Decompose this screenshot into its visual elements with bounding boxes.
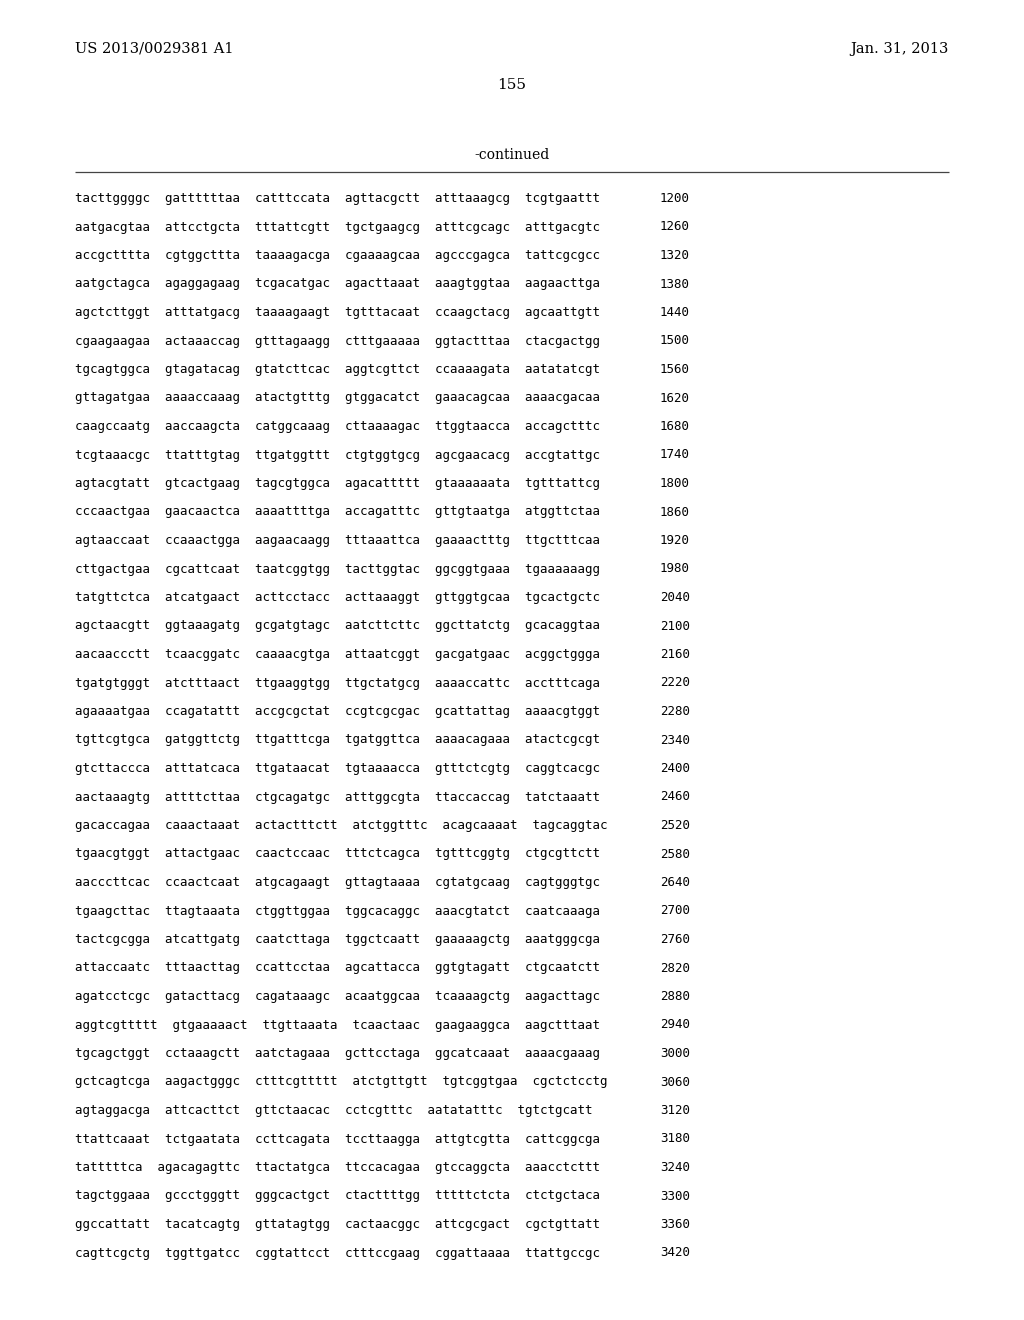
Text: 1440: 1440 <box>660 306 690 319</box>
Text: 2100: 2100 <box>660 619 690 632</box>
Text: 2160: 2160 <box>660 648 690 661</box>
Text: gacaccagaa  caaactaaat  actactttctt  atctggtttc  acagcaaaat  tagcaggtac: gacaccagaa caaactaaat actactttctt atctgg… <box>75 818 607 832</box>
Text: 1800: 1800 <box>660 477 690 490</box>
Text: tatttttca  agacagagttc  ttactatgca  ttccacagaa  gtccaggcta  aaacctcttt: tatttttca agacagagttc ttactatgca ttccaca… <box>75 1162 600 1173</box>
Text: 1560: 1560 <box>660 363 690 376</box>
Text: US 2013/0029381 A1: US 2013/0029381 A1 <box>75 42 233 55</box>
Text: tgatgtgggt  atctttaact  ttgaaggtgg  ttgctatgcg  aaaaccattc  acctttcaga: tgatgtgggt atctttaact ttgaaggtgg ttgctat… <box>75 676 600 689</box>
Text: 2940: 2940 <box>660 1019 690 1031</box>
Text: gctcagtcga  aagactgggc  ctttcgttttt  atctgttgtt  tgtcggtgaa  cgctctcctg: gctcagtcga aagactgggc ctttcgttttt atctgt… <box>75 1076 607 1089</box>
Text: attaccaatc  tttaacttag  ccattcctaa  agcattacca  ggtgtagatt  ctgcaatctt: attaccaatc tttaacttag ccattcctaa agcatta… <box>75 961 600 974</box>
Text: accgctttta  cgtggcttta  taaaagacga  cgaaaagcaa  agcccgagca  tattcgcgcc: accgctttta cgtggcttta taaaagacga cgaaaag… <box>75 249 600 261</box>
Text: agctcttggt  atttatgacg  taaaagaagt  tgtttacaat  ccaagctacg  agcaattgtt: agctcttggt atttatgacg taaaagaagt tgtttac… <box>75 306 600 319</box>
Text: aactaaagtg  attttcttaa  ctgcagatgc  atttggcgta  ttaccaccag  tatctaaatt: aactaaagtg attttcttaa ctgcagatgc atttggc… <box>75 791 600 804</box>
Text: 3000: 3000 <box>660 1047 690 1060</box>
Text: 1920: 1920 <box>660 535 690 546</box>
Text: tgcagtggca  gtagatacag  gtatcttcac  aggtcgttct  ccaaaagata  aatatatcgt: tgcagtggca gtagatacag gtatcttcac aggtcgt… <box>75 363 600 376</box>
Text: tcgtaaacgc  ttatttgtag  ttgatggttt  ctgtggtgcg  agcgaacacg  accgtattgc: tcgtaaacgc ttatttgtag ttgatggttt ctgtggt… <box>75 449 600 462</box>
Text: 1740: 1740 <box>660 449 690 462</box>
Text: agtacgtatt  gtcactgaag  tagcgtggca  agacattttt  gtaaaaaata  tgtttattcg: agtacgtatt gtcactgaag tagcgtggca agacatt… <box>75 477 600 490</box>
Text: 2280: 2280 <box>660 705 690 718</box>
Text: 2760: 2760 <box>660 933 690 946</box>
Text: 2220: 2220 <box>660 676 690 689</box>
Text: -continued: -continued <box>474 148 550 162</box>
Text: 2700: 2700 <box>660 904 690 917</box>
Text: 2880: 2880 <box>660 990 690 1003</box>
Text: 2460: 2460 <box>660 791 690 804</box>
Text: 2640: 2640 <box>660 876 690 888</box>
Text: agatcctcgc  gatacttacg  cagataaagc  acaatggcaa  tcaaaagctg  aagacttagc: agatcctcgc gatacttacg cagataaagc acaatgg… <box>75 990 600 1003</box>
Text: 1860: 1860 <box>660 506 690 519</box>
Text: tgcagctggt  cctaaagctt  aatctagaaa  gcttcctaga  ggcatcaaat  aaaacgaaag: tgcagctggt cctaaagctt aatctagaaa gcttcct… <box>75 1047 600 1060</box>
Text: 3420: 3420 <box>660 1246 690 1259</box>
Text: 1260: 1260 <box>660 220 690 234</box>
Text: agctaacgtt  ggtaaagatg  gcgatgtagc  aatcttcttc  ggcttatctg  gcacaggtaa: agctaacgtt ggtaaagatg gcgatgtagc aatcttc… <box>75 619 600 632</box>
Text: 1680: 1680 <box>660 420 690 433</box>
Text: cagttcgctg  tggttgatcc  cggtattcct  ctttccgaag  cggattaaaa  ttattgccgc: cagttcgctg tggttgatcc cggtattcct ctttccg… <box>75 1246 600 1259</box>
Text: tactcgcgga  atcattgatg  caatcttaga  tggctcaatt  gaaaaagctg  aaatgggcga: tactcgcgga atcattgatg caatcttaga tggctca… <box>75 933 600 946</box>
Text: 2340: 2340 <box>660 734 690 747</box>
Text: tgaagcttac  ttagtaaata  ctggttggaa  tggcacaggc  aaacgtatct  caatcaaaga: tgaagcttac ttagtaaata ctggttggaa tggcaca… <box>75 904 600 917</box>
Text: 2580: 2580 <box>660 847 690 861</box>
Text: tagctggaaa  gccctgggtt  gggcactgct  ctacttttgg  tttttctcta  ctctgctaca: tagctggaaa gccctgggtt gggcactgct ctacttt… <box>75 1189 600 1203</box>
Text: 2400: 2400 <box>660 762 690 775</box>
Text: 2820: 2820 <box>660 961 690 974</box>
Text: 1620: 1620 <box>660 392 690 404</box>
Text: ttattcaaat  tctgaatata  ccttcagata  tccttaagga  attgtcgtta  cattcggcga: ttattcaaat tctgaatata ccttcagata tccttaa… <box>75 1133 600 1146</box>
Text: 1980: 1980 <box>660 562 690 576</box>
Text: 1320: 1320 <box>660 249 690 261</box>
Text: 2040: 2040 <box>660 591 690 605</box>
Text: 3360: 3360 <box>660 1218 690 1232</box>
Text: aacaaccctt  tcaacggatc  caaaacgtga  attaatcggt  gacgatgaac  acggctggga: aacaaccctt tcaacggatc caaaacgtga attaatc… <box>75 648 600 661</box>
Text: tatgttctca  atcatgaact  acttcctacc  acttaaaggt  gttggtgcaa  tgcactgctc: tatgttctca atcatgaact acttcctacc acttaaa… <box>75 591 600 605</box>
Text: cccaactgaa  gaacaactca  aaaattttga  accagatttc  gttgtaatga  atggttctaa: cccaactgaa gaacaactca aaaattttga accagat… <box>75 506 600 519</box>
Text: aggtcgttttt  gtgaaaaact  ttgttaaata  tcaactaac  gaagaaggca  aagctttaat: aggtcgttttt gtgaaaaact ttgttaaata tcaact… <box>75 1019 600 1031</box>
Text: cgaagaagaa  actaaaccag  gtttagaagg  ctttgaaaaa  ggtactttaa  ctacgactgg: cgaagaagaa actaaaccag gtttagaagg ctttgaa… <box>75 334 600 347</box>
Text: aatgacgtaa  attcctgcta  tttattcgtt  tgctgaagcg  atttcgcagc  atttgacgtc: aatgacgtaa attcctgcta tttattcgtt tgctgaa… <box>75 220 600 234</box>
Text: 3180: 3180 <box>660 1133 690 1146</box>
Text: Jan. 31, 2013: Jan. 31, 2013 <box>851 42 949 55</box>
Text: 1380: 1380 <box>660 277 690 290</box>
Text: 2520: 2520 <box>660 818 690 832</box>
Text: tgaacgtggt  attactgaac  caactccaac  tttctcagca  tgtttcggtg  ctgcgttctt: tgaacgtggt attactgaac caactccaac tttctca… <box>75 847 600 861</box>
Text: 3300: 3300 <box>660 1189 690 1203</box>
Text: aatgctagca  agaggagaag  tcgacatgac  agacttaaat  aaagtggtaa  aagaacttga: aatgctagca agaggagaag tcgacatgac agactta… <box>75 277 600 290</box>
Text: aacccttcac  ccaactcaat  atgcagaagt  gttagtaaaa  cgtatgcaag  cagtgggtgc: aacccttcac ccaactcaat atgcagaagt gttagta… <box>75 876 600 888</box>
Text: cttgactgaa  cgcattcaat  taatcggtgg  tacttggtac  ggcggtgaaa  tgaaaaaagg: cttgactgaa cgcattcaat taatcggtgg tacttgg… <box>75 562 600 576</box>
Text: 155: 155 <box>498 78 526 92</box>
Text: ggccattatt  tacatcagtg  gttatagtgg  cactaacggc  attcgcgact  cgctgttatt: ggccattatt tacatcagtg gttatagtgg cactaac… <box>75 1218 600 1232</box>
Text: 3120: 3120 <box>660 1104 690 1117</box>
Text: tacttggggc  gattttttaa  catttccata  agttacgctt  atttaaagcg  tcgtgaattt: tacttggggc gattttttaa catttccata agttacg… <box>75 191 600 205</box>
Text: tgttcgtgca  gatggttctg  ttgatttcga  tgatggttca  aaaacagaaa  atactcgcgt: tgttcgtgca gatggttctg ttgatttcga tgatggt… <box>75 734 600 747</box>
Text: 3240: 3240 <box>660 1162 690 1173</box>
Text: gtcttaccca  atttatcaca  ttgataacat  tgtaaaacca  gtttctcgtg  caggtcacgc: gtcttaccca atttatcaca ttgataacat tgtaaaa… <box>75 762 600 775</box>
Text: gttagatgaa  aaaaccaaag  atactgtttg  gtggacatct  gaaacagcaa  aaaacgacaa: gttagatgaa aaaaccaaag atactgtttg gtggaca… <box>75 392 600 404</box>
Text: agtaaccaat  ccaaactgga  aagaacaagg  tttaaattca  gaaaactttg  ttgctttcaa: agtaaccaat ccaaactgga aagaacaagg tttaaat… <box>75 535 600 546</box>
Text: caagccaatg  aaccaagcta  catggcaaag  cttaaaagac  ttggtaacca  accagctttc: caagccaatg aaccaagcta catggcaaag cttaaaa… <box>75 420 600 433</box>
Text: 1200: 1200 <box>660 191 690 205</box>
Text: 1500: 1500 <box>660 334 690 347</box>
Text: agaaaatgaa  ccagatattt  accgcgctat  ccgtcgcgac  gcattattag  aaaacgtggt: agaaaatgaa ccagatattt accgcgctat ccgtcgc… <box>75 705 600 718</box>
Text: 3060: 3060 <box>660 1076 690 1089</box>
Text: agtaggacga  attcacttct  gttctaacac  cctcgtttc  aatatatttc  tgtctgcatt: agtaggacga attcacttct gttctaacac cctcgtt… <box>75 1104 593 1117</box>
